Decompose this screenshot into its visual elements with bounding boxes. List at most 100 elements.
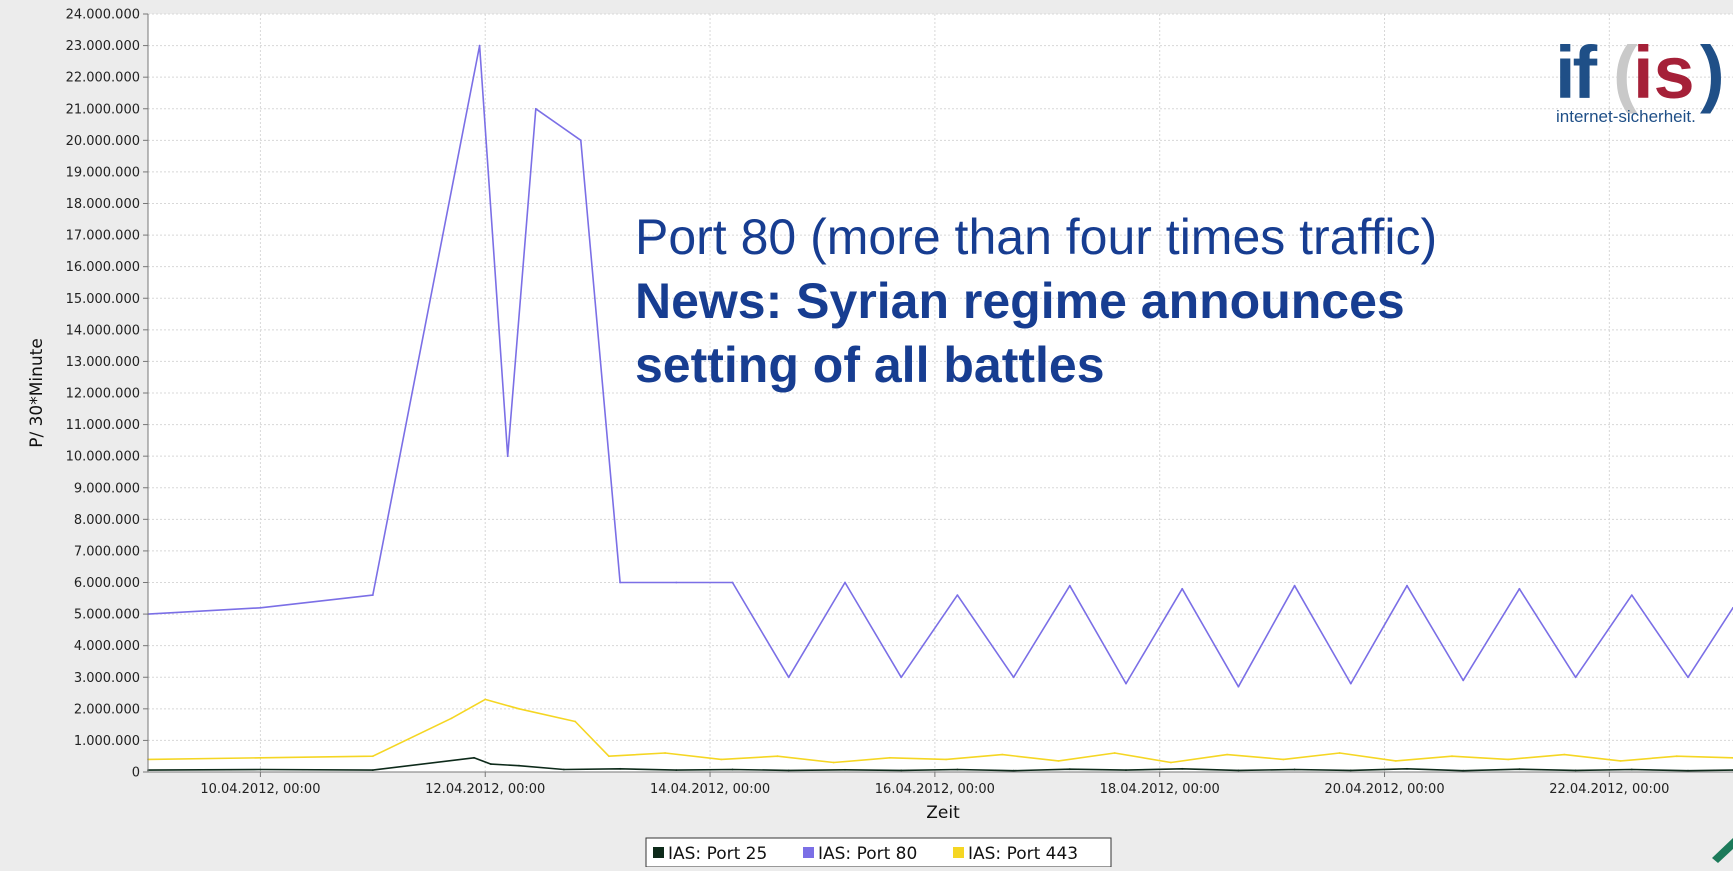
data-point: [1068, 584, 1071, 587]
annotation-line-3: setting of all battles: [635, 337, 1105, 393]
y-tick-label: 10.000.000: [66, 450, 140, 465]
data-point: [675, 769, 678, 771]
svg-text:(: (: [1613, 31, 1638, 114]
y-tick-label: 13.000.000: [66, 355, 140, 370]
data-point: [534, 107, 537, 110]
data-point: [1462, 769, 1465, 772]
legend-label: IAS: Port 25: [668, 844, 767, 864]
data-point: [1237, 685, 1240, 688]
y-tick-label: 1.000.000: [74, 734, 140, 749]
data-point: [1462, 679, 1465, 682]
y-tick-label: 2.000.000: [74, 702, 140, 717]
data-point: [1125, 769, 1127, 771]
data-point: [484, 698, 487, 701]
data-point: [1170, 761, 1172, 764]
data-point: [579, 139, 582, 142]
y-tick-label: 7.000.000: [74, 544, 140, 559]
series-line-ias-port-25: [147, 756, 1733, 772]
data-point: [1226, 753, 1228, 756]
data-point: [956, 594, 959, 596]
data-point: [731, 581, 734, 584]
data-point: [664, 752, 666, 754]
legend-label: IAS: Port 80: [818, 844, 917, 864]
ifis-logo: if ( is ) internet-sicherheit.: [1555, 31, 1725, 126]
data-point: [619, 581, 621, 584]
x-tick-label: 18.04.2012, 00:00: [1100, 782, 1220, 797]
series-layer: [147, 44, 1733, 772]
annotation-line-1: Port 80 (more than four times traffic): [635, 209, 1437, 265]
data-point: [1406, 767, 1408, 770]
y-tick-label: 11.000.000: [66, 418, 140, 433]
y-tick-label: 8.000.000: [74, 513, 140, 528]
data-point: [259, 756, 262, 759]
series-line-ias-port-80: [147, 44, 1733, 688]
data-point: [371, 769, 374, 771]
data-point: [371, 594, 374, 596]
data-point: [1563, 753, 1566, 756]
legend-swatch: [653, 847, 664, 858]
data-point: [518, 707, 520, 710]
data-point: [450, 717, 453, 720]
data-point: [1057, 760, 1060, 762]
data-point: [1237, 769, 1240, 772]
data-point: [1125, 682, 1127, 685]
data-point: [619, 767, 621, 770]
data-point: [956, 768, 959, 771]
data-point: [1293, 768, 1296, 771]
y-axis-ticks: 0 1.000.000 2.000.000 3.000.000 4.000.000 5.0…: [66, 8, 148, 781]
y-tick-label: 4.000.000: [74, 639, 140, 654]
y-tick-label: 24.000.000: [66, 8, 140, 23]
y-axis-label: P/ 30*Minute: [27, 338, 47, 448]
y-tick-label: 19.000.000: [66, 165, 140, 180]
data-point: [1113, 752, 1116, 754]
data-point: [518, 764, 520, 767]
data-point: [1338, 752, 1341, 754]
data-point: [1630, 768, 1633, 771]
data-point: [1451, 755, 1453, 758]
data-point: [844, 581, 846, 584]
y-tick-label: 17.000.000: [66, 229, 140, 244]
y-tick-label: 0: [132, 766, 140, 781]
x-tick-label: 22.04.2012, 00:00: [1549, 782, 1669, 797]
y-tick-label: 3.000.000: [74, 671, 140, 686]
data-point: [832, 761, 835, 764]
data-point: [1394, 760, 1397, 762]
data-point: [608, 755, 610, 758]
data-point: [889, 756, 891, 759]
data-point: [1574, 769, 1577, 772]
corner-mark-icon: [1712, 838, 1733, 863]
data-point: [473, 756, 475, 759]
data-point: [1507, 758, 1510, 761]
data-point: [1001, 753, 1004, 756]
data-point: [787, 769, 790, 772]
data-point: [478, 44, 481, 47]
x-tick-label: 20.04.2012, 00:00: [1324, 782, 1444, 797]
y-tick-label: 12.000.000: [66, 387, 140, 402]
y-tick-label: 15.000.000: [66, 292, 140, 307]
annotation-line-2: News: Syrian regime announces: [635, 273, 1405, 329]
svg-text:): ): [1700, 31, 1725, 114]
data-point: [371, 755, 374, 758]
data-point: [720, 758, 723, 761]
legend-swatch: [803, 847, 814, 858]
legend-item-port-25: IAS: Port 25: [653, 844, 767, 864]
data-point: [787, 676, 790, 679]
data-point: [490, 763, 492, 765]
y-tick-label: 5.000.000: [74, 608, 140, 623]
data-point: [1619, 760, 1622, 762]
data-point: [1349, 769, 1352, 772]
y-tick-label: 23.000.000: [66, 39, 140, 54]
logo-tagline: internet-sicherheit.: [1556, 107, 1696, 126]
data-point: [900, 769, 903, 772]
data-point: [1687, 769, 1689, 772]
x-tick-label: 16.04.2012, 00:00: [875, 782, 995, 797]
y-tick-label: 22.000.000: [66, 71, 140, 86]
data-point: [1675, 755, 1678, 758]
data-point: [1687, 676, 1689, 679]
data-point: [506, 455, 509, 458]
y-tick-label: 20.000.000: [66, 134, 140, 149]
x-tick-label: 10.04.2012, 00:00: [200, 782, 320, 797]
x-axis-label: Zeit: [926, 803, 960, 823]
data-point: [731, 768, 734, 771]
